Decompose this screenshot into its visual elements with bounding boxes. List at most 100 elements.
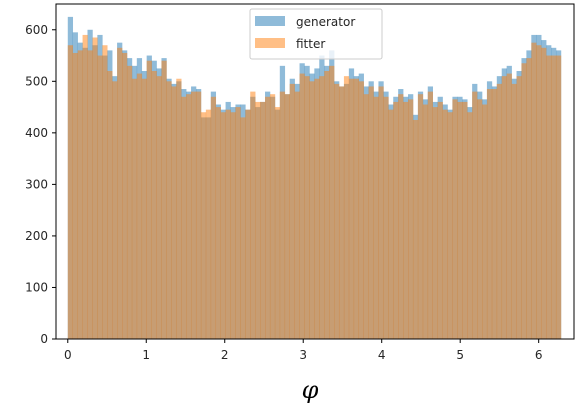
bar-fitter-16 bbox=[146, 60, 152, 339]
series-fitter bbox=[67, 34, 562, 340]
bar-fitter-20 bbox=[166, 81, 172, 340]
bar-fitter-7 bbox=[102, 45, 108, 339]
x-axis-label: φ bbox=[302, 376, 319, 404]
bar-fitter-24 bbox=[186, 94, 192, 339]
bar-fitter-99 bbox=[555, 55, 562, 340]
bar-fitter-80 bbox=[462, 101, 468, 339]
bar-fitter-73 bbox=[427, 91, 433, 339]
legend-swatch-generator bbox=[255, 16, 285, 26]
y-tick-label-100: 100 bbox=[25, 280, 48, 294]
x-tick-label-4: 4 bbox=[378, 348, 386, 362]
bar-fitter-74 bbox=[432, 107, 438, 339]
bar-fitter-45 bbox=[289, 83, 295, 339]
bar-fitter-87 bbox=[496, 83, 503, 339]
bar-fitter-8 bbox=[107, 71, 113, 339]
x-tick-label-3: 3 bbox=[299, 348, 307, 362]
bar-fitter-57 bbox=[348, 78, 355, 339]
bars-layer bbox=[67, 16, 562, 340]
bar-fitter-88 bbox=[501, 76, 507, 340]
bar-fitter-49 bbox=[309, 81, 315, 340]
legend: generator fitter bbox=[249, 8, 383, 60]
bar-fitter-47 bbox=[299, 73, 305, 340]
bar-fitter-43 bbox=[279, 91, 286, 339]
bar-fitter-52 bbox=[324, 71, 330, 339]
bar-fitter-67 bbox=[398, 94, 404, 339]
bar-fitter-64 bbox=[383, 96, 389, 340]
bar-fitter-35 bbox=[240, 117, 246, 339]
bar-fitter-58 bbox=[353, 78, 360, 339]
bar-fitter-97 bbox=[546, 55, 552, 340]
bar-fitter-4 bbox=[87, 50, 93, 340]
bar-fitter-18 bbox=[156, 76, 162, 340]
bar-fitter-6 bbox=[97, 55, 103, 340]
bar-fitter-83 bbox=[477, 99, 483, 339]
legend-swatch-fitter bbox=[255, 38, 285, 48]
bar-fitter-92 bbox=[521, 63, 527, 340]
x-tick-label-1: 1 bbox=[142, 348, 150, 362]
bar-fitter-33 bbox=[230, 112, 236, 339]
y-tick-label-600: 600 bbox=[25, 23, 48, 37]
bar-fitter-70 bbox=[412, 119, 419, 339]
bar-fitter-36 bbox=[245, 109, 251, 340]
bar-fitter-32 bbox=[225, 109, 231, 340]
bar-fitter-75 bbox=[437, 101, 443, 339]
axes-layer: 0 1 2 3 4 5 6 0 100 200 300 400 500 600 bbox=[25, 23, 542, 362]
bar-fitter-37 bbox=[250, 91, 256, 339]
bar-fitter-86 bbox=[491, 89, 498, 340]
bar-fitter-9 bbox=[112, 81, 118, 340]
bar-fitter-66 bbox=[393, 101, 399, 339]
bar-fitter-17 bbox=[151, 71, 157, 339]
y-tick-label-400: 400 bbox=[25, 126, 48, 140]
bar-fitter-31 bbox=[220, 112, 226, 339]
bar-fitter-34 bbox=[235, 107, 241, 339]
bar-fitter-77 bbox=[447, 112, 453, 339]
bar-fitter-2 bbox=[77, 50, 83, 340]
bar-fitter-93 bbox=[526, 58, 532, 339]
bar-fitter-72 bbox=[422, 104, 429, 339]
bar-fitter-60 bbox=[363, 94, 369, 339]
bar-fitter-38 bbox=[255, 101, 261, 339]
bar-fitter-5 bbox=[92, 37, 98, 339]
bar-fitter-11 bbox=[122, 52, 128, 339]
bar-fitter-53 bbox=[329, 65, 335, 339]
y-tick-label-500: 500 bbox=[25, 74, 48, 88]
bar-fitter-42 bbox=[274, 107, 281, 339]
bar-fitter-12 bbox=[126, 65, 133, 339]
bar-fitter-76 bbox=[442, 109, 448, 340]
bar-fitter-94 bbox=[531, 42, 537, 340]
bar-fitter-22 bbox=[176, 78, 182, 339]
bar-fitter-62 bbox=[373, 96, 379, 340]
bar-fitter-63 bbox=[378, 86, 384, 339]
bar-fitter-50 bbox=[314, 78, 320, 339]
bar-fitter-48 bbox=[304, 76, 310, 340]
bar-fitter-3 bbox=[82, 34, 88, 340]
bar-fitter-10 bbox=[117, 47, 123, 340]
legend-label-generator: generator bbox=[296, 15, 355, 29]
bar-fitter-84 bbox=[482, 104, 488, 339]
y-tick-label-300: 300 bbox=[25, 177, 48, 191]
bar-fitter-98 bbox=[551, 55, 557, 340]
bar-fitter-65 bbox=[388, 109, 394, 340]
y-tick-label-0: 0 bbox=[40, 332, 48, 346]
x-tick-label-2: 2 bbox=[221, 348, 229, 362]
bar-fitter-0 bbox=[67, 45, 74, 339]
x-tick-label-6: 6 bbox=[535, 348, 543, 362]
legend-label-fitter: fitter bbox=[296, 37, 325, 51]
bar-fitter-27 bbox=[200, 112, 207, 339]
bar-fitter-90 bbox=[511, 83, 517, 339]
bar-fitter-40 bbox=[265, 96, 271, 340]
bar-fitter-79 bbox=[457, 101, 463, 339]
bar-fitter-29 bbox=[210, 96, 217, 340]
bar-fitter-55 bbox=[338, 86, 345, 339]
bar-fitter-26 bbox=[195, 91, 202, 339]
x-tick-label-5: 5 bbox=[456, 348, 464, 362]
bar-fitter-85 bbox=[486, 89, 493, 340]
bar-fitter-82 bbox=[472, 91, 478, 339]
bar-fitter-25 bbox=[191, 91, 197, 339]
bar-fitter-44 bbox=[284, 94, 290, 339]
bar-fitter-39 bbox=[260, 101, 266, 339]
x-tick-label-0: 0 bbox=[64, 348, 72, 362]
bar-fitter-54 bbox=[334, 83, 340, 339]
bar-fitter-46 bbox=[294, 91, 300, 339]
